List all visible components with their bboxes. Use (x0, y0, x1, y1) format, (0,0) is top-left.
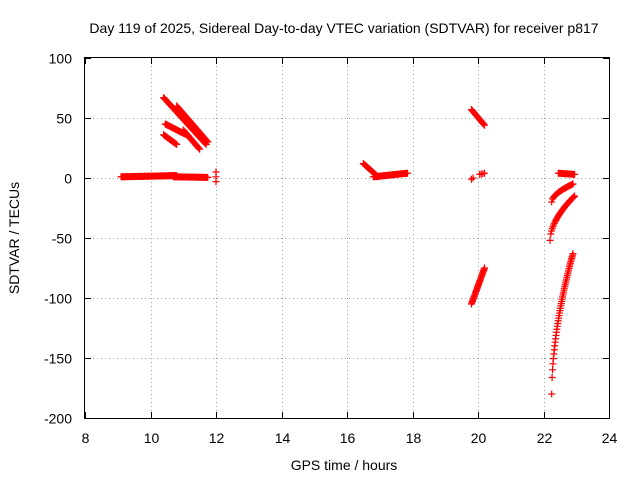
x-tick-label: 8 (82, 430, 90, 446)
data-point (203, 137, 211, 145)
data-point (481, 121, 489, 129)
series-arc-4 (173, 102, 212, 146)
series-arc-2 (169, 173, 212, 181)
data-point (546, 236, 554, 244)
x-tick-label: 20 (471, 430, 487, 446)
x-tick-label: 10 (144, 430, 160, 446)
data-point (481, 264, 489, 272)
chart-title: Day 119 of 2025, Sidereal Day-to-day VTE… (89, 20, 598, 36)
data-point (548, 373, 556, 381)
data-point (204, 173, 212, 181)
y-tick-label: -50 (52, 231, 72, 247)
series-arc-12 (467, 174, 477, 183)
data-point (571, 170, 579, 178)
data-point (195, 144, 203, 152)
series-arc-17 (546, 192, 579, 244)
data-point (569, 193, 577, 201)
data-point (467, 175, 475, 183)
y-tick-labels: -200 -150 -100 -50 0 50 100 (44, 51, 72, 427)
x-tick-label: 16 (340, 430, 356, 446)
data-point (569, 250, 577, 258)
y-tick-label: -150 (44, 351, 72, 367)
data-point (204, 138, 212, 146)
data-point (212, 178, 220, 186)
data-point (479, 120, 487, 128)
data-point (571, 192, 579, 200)
data-point (173, 140, 181, 148)
data-point (548, 198, 556, 206)
series-arc-18 (548, 250, 577, 398)
plot-frame (84, 57, 610, 419)
x-tick-label: 12 (209, 430, 225, 446)
data-point (480, 120, 488, 128)
series-arc-14 (467, 264, 489, 308)
data-point (569, 180, 577, 188)
x-tick-labels: 8 10 12 14 16 18 20 22 24 (82, 430, 618, 446)
x-tick-label: 14 (275, 430, 291, 446)
data-point (549, 366, 557, 374)
series-arc-7 (179, 126, 204, 153)
data-series (117, 94, 579, 398)
y-axis-title: SDTVAR / TECUs (6, 182, 22, 294)
series-arc-15 (554, 169, 579, 178)
series-arc-11 (467, 106, 489, 129)
y-tick-label: 0 (64, 171, 72, 187)
data-point (570, 193, 578, 201)
y-tick-label: 100 (49, 51, 73, 67)
grid (85, 58, 609, 418)
series-arc-13 (476, 169, 489, 178)
data-point (404, 169, 412, 177)
data-point (481, 169, 489, 177)
y-tick-label: -200 (44, 411, 72, 427)
y-tick-label: 50 (56, 111, 72, 127)
series-arc-10 (369, 169, 412, 181)
series-arc-16 (548, 180, 577, 206)
x-tick-label: 18 (406, 430, 422, 446)
y-tick-label: -100 (44, 291, 72, 307)
x-axis-title: GPS time / hours (291, 457, 398, 473)
data-point (548, 390, 556, 398)
data-point (469, 174, 477, 182)
data-point (196, 145, 204, 153)
x-tick-label: 22 (537, 430, 553, 446)
x-tick-label: 24 (602, 430, 618, 446)
series-arc-8 (212, 168, 220, 186)
data-point (550, 221, 558, 229)
series-arc-6 (160, 131, 181, 148)
axis-ticks (85, 58, 610, 419)
data-point (547, 230, 555, 238)
